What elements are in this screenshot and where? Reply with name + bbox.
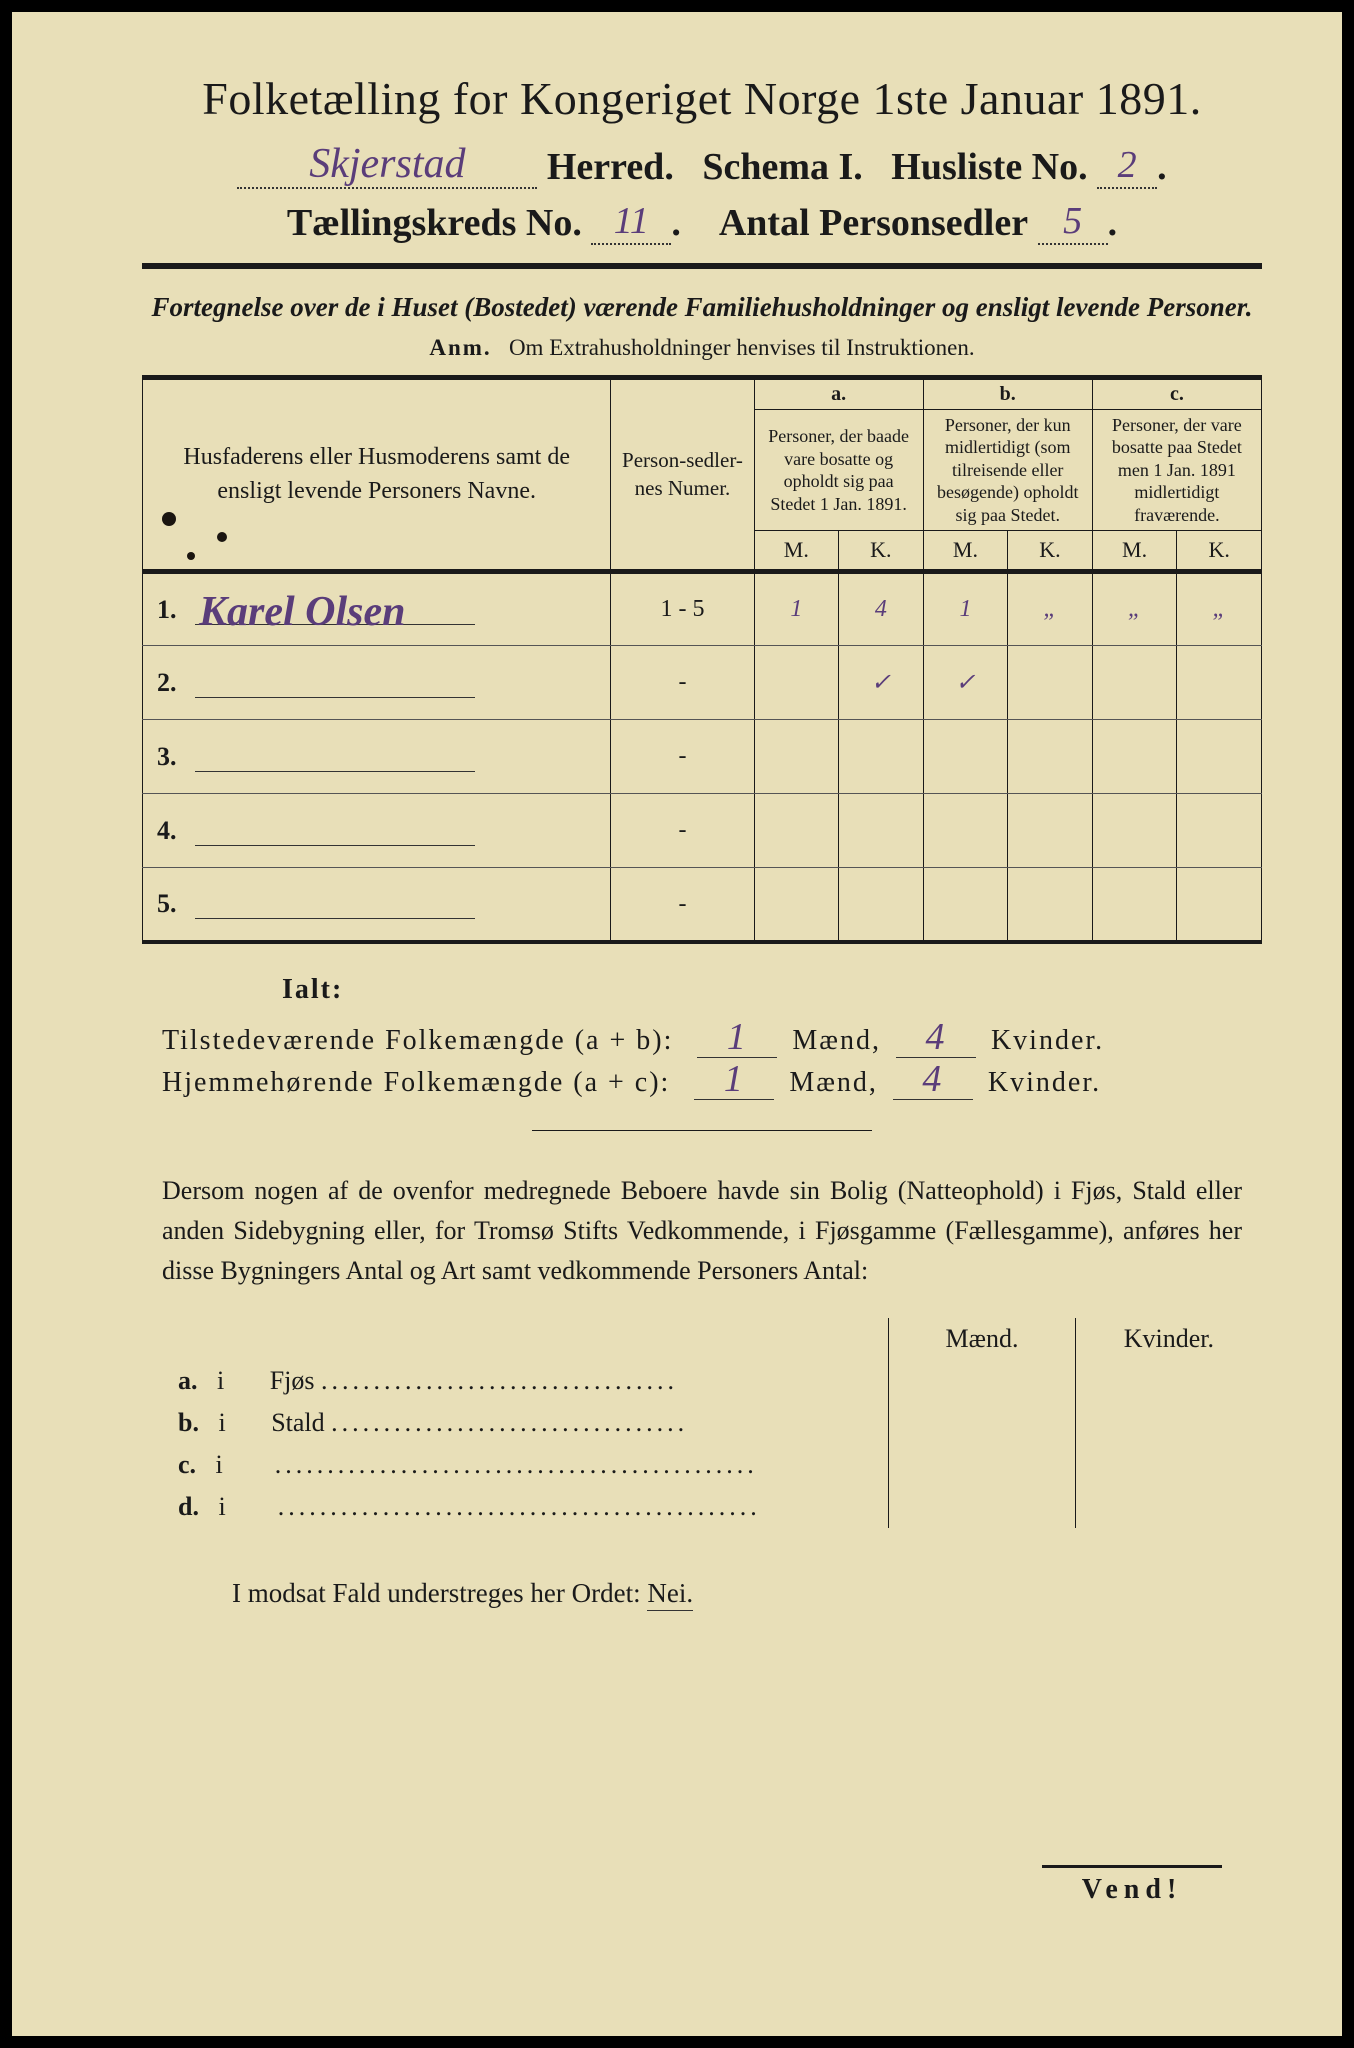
building-m — [889, 1486, 1076, 1528]
col-c-text: Personer, der vare bosatte paa Stedet me… — [1092, 409, 1261, 531]
mid-divider — [532, 1130, 872, 1131]
cell-ak: ✓ — [839, 646, 924, 720]
table-row-name: 4. — [143, 794, 611, 868]
cell-bm — [923, 720, 1008, 794]
table-row-name: 5. — [143, 868, 611, 942]
col-a-text: Personer, der baade vare bosatte og opho… — [754, 409, 923, 531]
col-b-text: Personer, der kun midlertidigt (som tilr… — [923, 409, 1092, 531]
nei-word: Nei. — [647, 1578, 693, 1611]
summary-present: Tilstedeværende Folkemængde (a + b): 1 M… — [162, 1024, 1262, 1058]
building-row: a. i Fjøs ..............................… — [142, 1360, 889, 1402]
cell-cm — [1092, 794, 1177, 868]
nei-line: I modsat Fald understreges her Ordet: Ne… — [232, 1578, 1262, 1609]
cell-bm — [923, 794, 1008, 868]
cell-cm: „ — [1092, 572, 1177, 646]
building-row: c. i ...................................… — [142, 1444, 889, 1486]
household-table: Husfaderens eller Husmoderens samt de en… — [142, 375, 1262, 944]
summary-resident: Hjemmehørende Folkemængde (a + c): 1 Mæn… — [162, 1066, 1262, 1100]
ink-blot — [187, 552, 195, 560]
building-m — [889, 1402, 1076, 1444]
col-b-label: b. — [923, 377, 1092, 409]
ink-blot — [217, 532, 227, 542]
husliste-value: 2 — [1118, 152, 1137, 179]
cell-cm — [1092, 868, 1177, 942]
census-form-scan: Folketælling for Kongeriget Norge 1ste J… — [0, 0, 1354, 2048]
cell-bk: „ — [1008, 572, 1093, 646]
cell-ck — [1177, 646, 1262, 720]
cell-bm — [923, 868, 1008, 942]
building-k — [1075, 1444, 1262, 1486]
col-c-label: c. — [1092, 377, 1261, 409]
building-k — [1075, 1360, 1262, 1402]
antal-label: Antal Personsedler — [719, 202, 1028, 244]
col-b-m: M. — [923, 531, 1008, 572]
cell-bk — [1008, 868, 1093, 942]
cell-cm — [1092, 646, 1177, 720]
building-m-header: Mænd. — [889, 1318, 1076, 1360]
cell-bk — [1008, 720, 1093, 794]
cell-am — [754, 794, 839, 868]
buildings-paragraph: Dersom nogen af de ovenfor medregnede Be… — [162, 1171, 1242, 1292]
kreds-value: 11 — [614, 208, 649, 235]
col-c-m: M. — [1092, 531, 1177, 572]
cell-ck — [1177, 868, 1262, 942]
cell-ck — [1177, 794, 1262, 868]
annotation-line: Anm. Om Extrahusholdninger henvises til … — [142, 335, 1262, 361]
building-k-header: Kvinder. — [1075, 1318, 1262, 1360]
col-a-m: M. — [754, 531, 839, 572]
table-row-numer: - — [611, 794, 754, 868]
table-row-numer: - — [611, 868, 754, 942]
building-row: b. i Stald .............................… — [142, 1402, 889, 1444]
col-numer: Person-sedler-nes Numer. — [611, 377, 754, 572]
building-row: d. i ...................................… — [142, 1486, 889, 1528]
table-row-name: 1. Karel Olsen — [143, 572, 611, 646]
divider — [142, 263, 1262, 269]
building-m — [889, 1444, 1076, 1486]
anm-label: Anm. — [429, 335, 491, 360]
anm-text: Om Extrahusholdninger henvises til Instr… — [509, 335, 975, 360]
cell-bk — [1008, 794, 1093, 868]
vend-label: Vend! — [1042, 1865, 1222, 1906]
cell-ak: 4 — [839, 572, 924, 646]
building-m — [889, 1360, 1076, 1402]
ink-blot — [162, 512, 176, 526]
col-c-k: K. — [1177, 531, 1262, 572]
building-k — [1075, 1486, 1262, 1528]
header-line-3: Tællingskreds No. 11. Antal Personsedler… — [142, 199, 1262, 245]
cell-am — [754, 868, 839, 942]
herred-label: Herred. — [547, 146, 674, 188]
col-b-k: K. — [1008, 531, 1093, 572]
cell-ak — [839, 794, 924, 868]
cell-ck — [1177, 720, 1262, 794]
page-title: Folketælling for Kongeriget Norge 1ste J… — [142, 72, 1262, 125]
table-row-numer: - — [611, 646, 754, 720]
cell-am — [754, 720, 839, 794]
table-row-numer: - — [611, 720, 754, 794]
building-k — [1075, 1402, 1262, 1444]
subtitle: Fortegnelse over de i Huset (Bostedet) v… — [142, 289, 1262, 327]
col-a-label: a. — [754, 377, 923, 409]
husliste-label: Husliste No. — [891, 146, 1087, 188]
table-row-name: 3. — [143, 720, 611, 794]
schema-label: Schema I. — [702, 146, 862, 188]
table-row-name: 2. — [143, 646, 611, 720]
col-a-k: K. — [839, 531, 924, 572]
cell-ak — [839, 720, 924, 794]
ialt-label: Ialt: — [282, 974, 1262, 1006]
table-row-numer: 1 - 5 — [611, 572, 754, 646]
cell-bk — [1008, 646, 1093, 720]
cell-bm: 1 — [923, 572, 1008, 646]
buildings-table: Mænd. Kvinder. a. i Fjøs ...............… — [142, 1318, 1262, 1528]
herred-value: Skjerstad — [309, 150, 465, 179]
kreds-label: Tællingskreds No. — [287, 202, 582, 244]
antal-value: 5 — [1063, 208, 1082, 235]
cell-cm — [1092, 720, 1177, 794]
cell-ak — [839, 868, 924, 942]
col-names: Husfaderens eller Husmoderens samt de en… — [143, 377, 611, 572]
cell-am: 1 — [754, 572, 839, 646]
cell-bm: ✓ — [923, 646, 1008, 720]
cell-ck: „ — [1177, 572, 1262, 646]
header-line-2: Skjerstad Herred. Schema I. Husliste No.… — [142, 143, 1262, 189]
cell-am — [754, 646, 839, 720]
